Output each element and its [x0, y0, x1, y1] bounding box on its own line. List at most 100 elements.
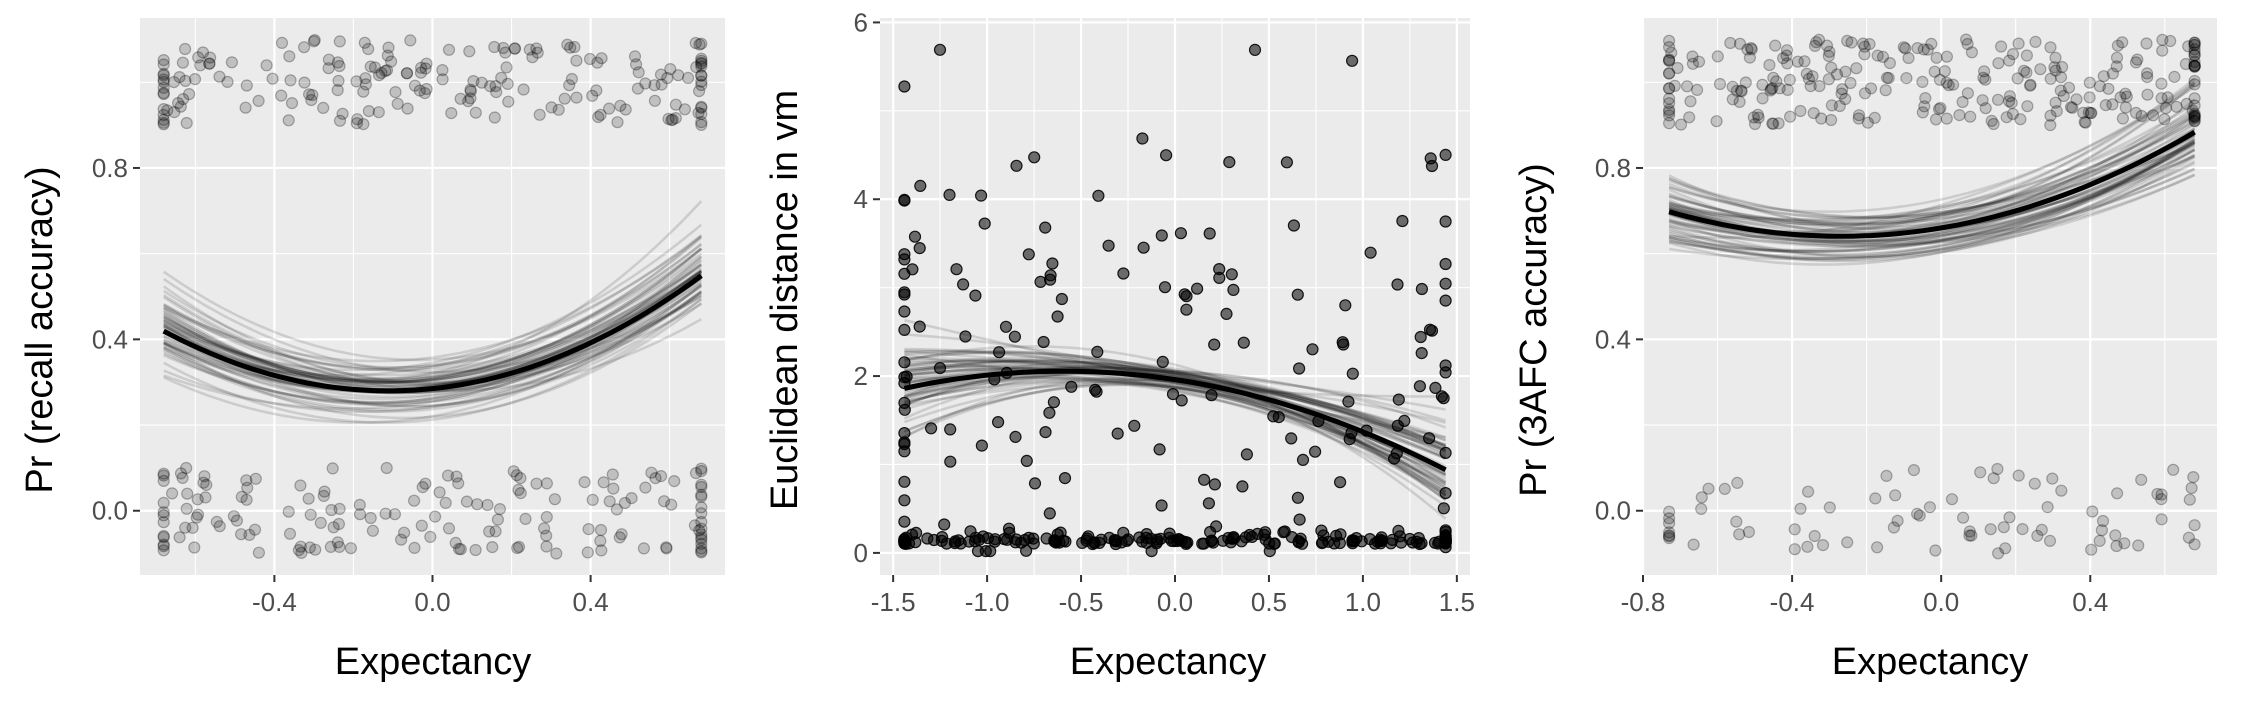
- data-point: [317, 101, 330, 115]
- data-point: [511, 541, 524, 555]
- data-point: [2188, 111, 2201, 124]
- data-point: [590, 84, 603, 97]
- data-point: [282, 114, 295, 127]
- data-point: [2155, 77, 2168, 90]
- data-point: [157, 102, 170, 116]
- data-point: [1662, 505, 1676, 518]
- data-point: [1422, 432, 1436, 445]
- data-point: [2020, 66, 2033, 79]
- data-point: [1337, 338, 1350, 351]
- data-point: [689, 36, 702, 50]
- posterior-draw-line: [904, 365, 1447, 453]
- data-point: [1662, 526, 1676, 539]
- data-point: [1175, 394, 1188, 407]
- data-point: [1788, 523, 1801, 536]
- data-point: [380, 461, 393, 475]
- data-point: [1711, 50, 1724, 63]
- data-point: [2062, 81, 2076, 94]
- data-point: [1364, 246, 1377, 259]
- data-point: [561, 38, 574, 51]
- data-point: [174, 100, 187, 113]
- data-point: [695, 462, 708, 475]
- data-point: [1869, 492, 1882, 505]
- data-point: [1197, 473, 1211, 486]
- data-point: [1439, 148, 1452, 161]
- data-point: [191, 493, 204, 506]
- data-point: [540, 510, 553, 524]
- x-tick-label: -1.5: [871, 587, 916, 617]
- data-point: [1801, 485, 1815, 498]
- data-point: [454, 543, 467, 556]
- data-point: [2012, 469, 2025, 482]
- data-point: [1839, 92, 1852, 106]
- posterior-draw-line: [904, 366, 1447, 448]
- panel-2-xlabel: Expectancy: [1070, 641, 1266, 683]
- data-point: [1277, 526, 1290, 539]
- data-point: [1940, 112, 1953, 125]
- posterior-draw-line: [163, 298, 703, 408]
- data-point: [1868, 111, 1881, 124]
- data-point: [1802, 72, 1816, 86]
- data-point: [1781, 57, 1794, 70]
- data-point: [358, 36, 371, 49]
- data-point: [306, 88, 319, 102]
- posterior-draw-line: [1668, 168, 2196, 248]
- data-point: [221, 75, 234, 89]
- data-point: [1237, 336, 1250, 349]
- data-point: [695, 115, 708, 129]
- data-point: [2156, 44, 2169, 57]
- data-point: [1662, 54, 1676, 67]
- data-point: [2048, 61, 2061, 74]
- data-point: [1202, 497, 1216, 510]
- posterior-draw-line: [904, 364, 1447, 485]
- data-point: [2116, 112, 2129, 125]
- data-point: [914, 179, 927, 192]
- data-point: [285, 96, 299, 110]
- data-point: [688, 519, 702, 532]
- data-point: [1235, 535, 1248, 548]
- data-point: [1767, 71, 1780, 84]
- data-point: [1919, 91, 1932, 105]
- data-point: [1291, 288, 1304, 301]
- data-point: [508, 42, 521, 55]
- data-point: [2005, 96, 2018, 110]
- data-point: [2110, 60, 2123, 73]
- data-point: [2085, 543, 2098, 556]
- data-point: [1315, 524, 1328, 537]
- data-point: [1334, 528, 1347, 541]
- y-tick-label: 0.0: [92, 496, 128, 526]
- data-point: [1959, 33, 1973, 46]
- posterior-draw-line: [904, 357, 1447, 470]
- data-point: [1020, 454, 1033, 467]
- data-point: [230, 514, 243, 527]
- data-point: [439, 496, 452, 509]
- data-point: [179, 42, 192, 56]
- data-point: [1852, 109, 1866, 122]
- posterior-draw-line: [1668, 139, 2196, 243]
- posterior-draw-line: [904, 356, 1447, 449]
- data-point: [1808, 529, 1821, 543]
- data-point: [2116, 36, 2129, 49]
- data-point: [326, 462, 339, 475]
- data-point: [943, 188, 956, 201]
- data-point: [1845, 36, 1858, 49]
- x-tick-label: -0.8: [1621, 587, 1666, 617]
- data-point: [1170, 534, 1184, 548]
- data-point: [1992, 57, 2005, 70]
- data-point: [1724, 36, 1737, 50]
- panel-3afc-accuracy: Pr (3AFC accuracy) Expectancy -0.8 -0.4 0.…: [1513, 18, 2217, 683]
- data-point: [1423, 323, 1437, 336]
- data-point: [1710, 115, 1723, 128]
- data-point: [174, 467, 188, 480]
- data-point: [2188, 59, 2201, 72]
- data-point: [1384, 537, 1398, 550]
- data-point: [695, 60, 708, 73]
- data-point: [192, 51, 205, 64]
- data-point: [1764, 82, 1778, 96]
- data-point: [1812, 33, 1826, 46]
- data-point: [1662, 103, 1676, 116]
- data-point: [401, 102, 414, 115]
- data-point: [166, 487, 179, 500]
- posterior-draw-line: [904, 359, 1446, 411]
